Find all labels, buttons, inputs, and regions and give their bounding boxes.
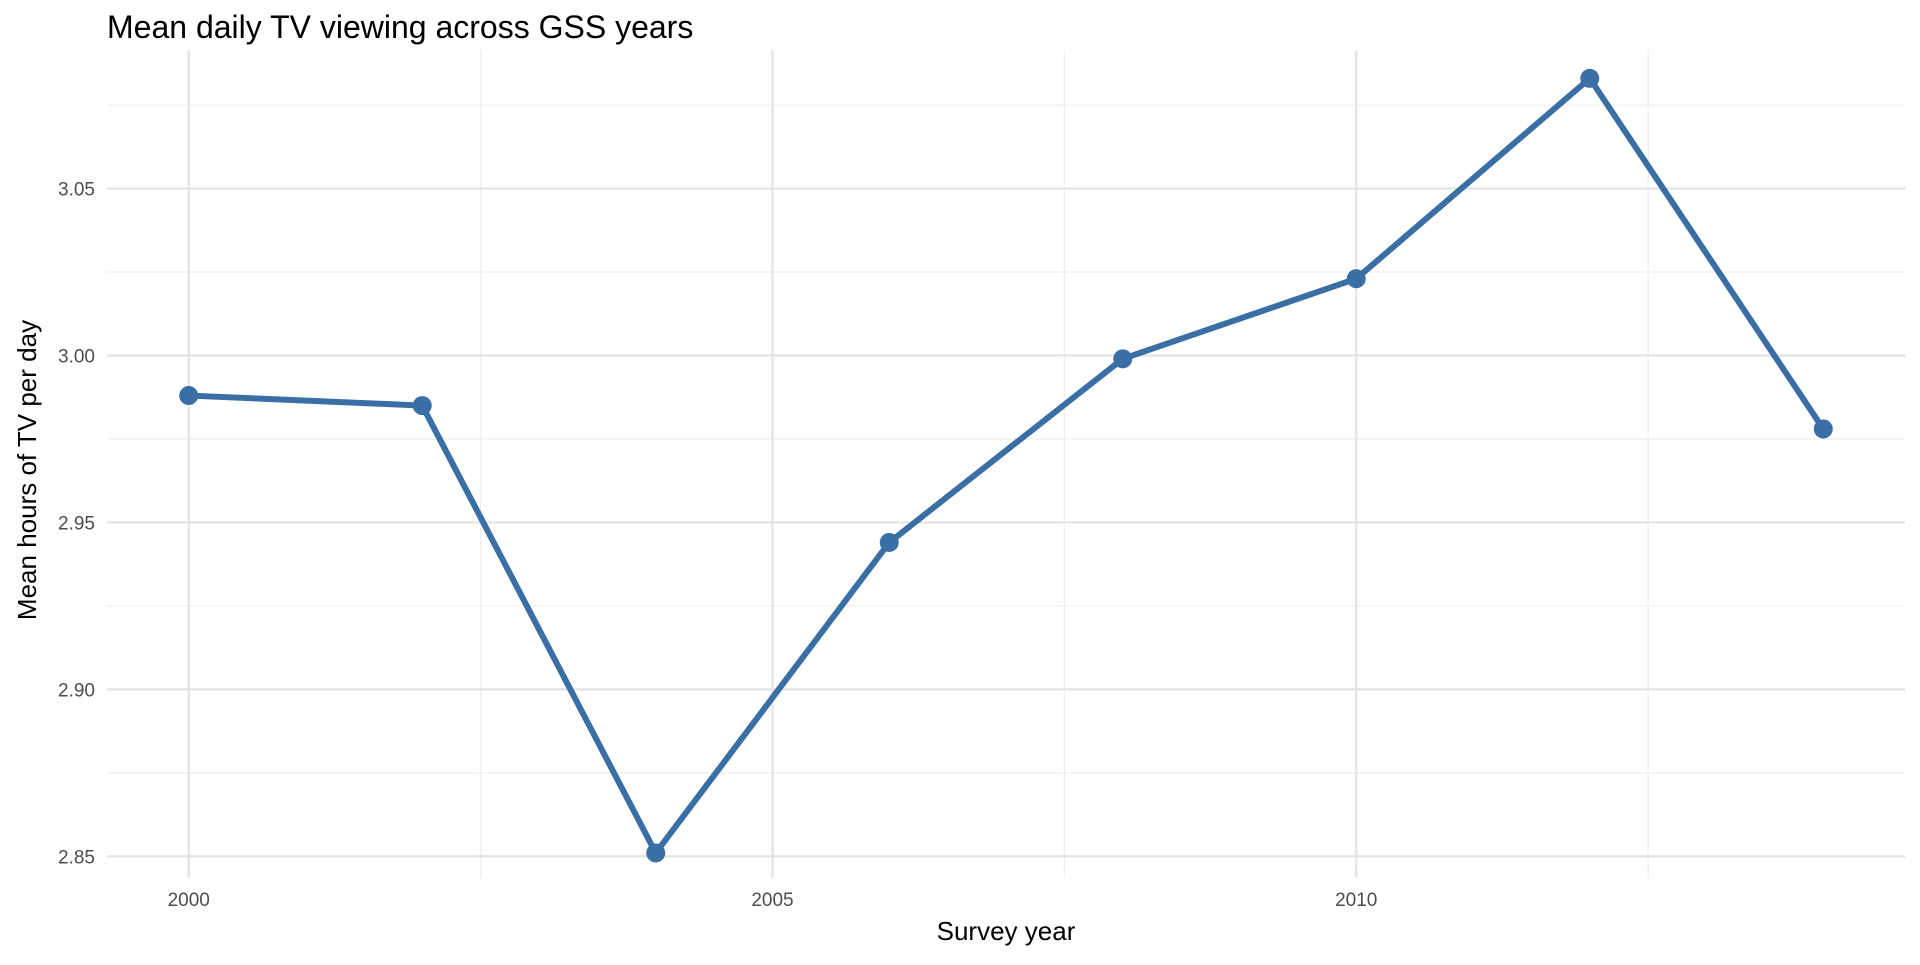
series-layer <box>179 68 1833 863</box>
y-tick-label: 2.95 <box>58 513 95 534</box>
data-point <box>646 843 666 863</box>
x-axis-ticks: 2000 2005 2010 <box>168 890 1378 911</box>
data-point <box>1346 269 1366 289</box>
x-tick-label: 2010 <box>1335 890 1377 911</box>
data-point <box>179 386 199 406</box>
y-tick-label: 3.00 <box>58 346 95 367</box>
y-tick-label: 2.90 <box>58 680 95 701</box>
data-point <box>412 396 432 416</box>
x-axis-title: Survey year <box>937 916 1076 946</box>
data-point <box>879 532 899 552</box>
x-tick-label: 2000 <box>168 890 210 911</box>
data-point <box>1113 349 1133 369</box>
data-point <box>1580 68 1600 88</box>
series-line <box>185 75 1827 856</box>
x-tick-label: 2005 <box>751 890 793 911</box>
y-axis-ticks: 2.85 2.90 2.95 3.00 3.05 <box>58 180 95 869</box>
y-tick-label: 3.05 <box>58 180 95 201</box>
chart-title: Mean daily TV viewing across GSS years <box>107 9 693 45</box>
grid <box>107 50 1905 878</box>
y-axis-title: Mean hours of TV per day <box>12 320 42 620</box>
y-tick-label: 2.85 <box>58 847 95 868</box>
data-point <box>1813 419 1833 439</box>
